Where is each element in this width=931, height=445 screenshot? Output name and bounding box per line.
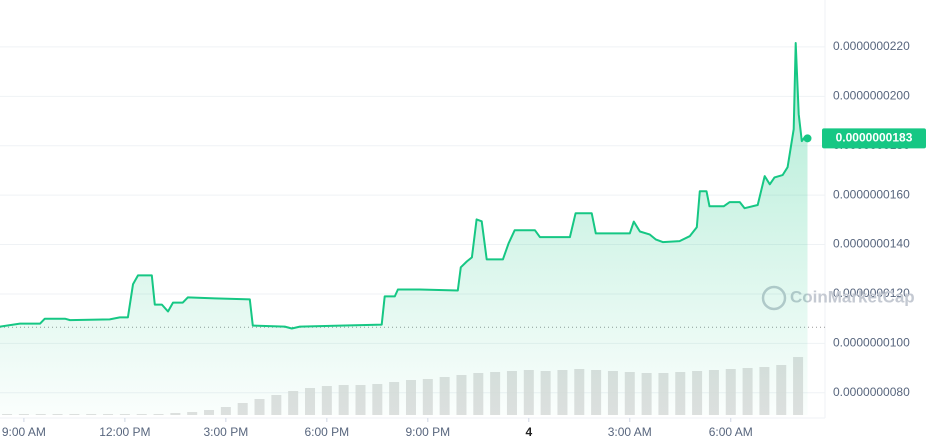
watermark: CoinMarketCap (790, 287, 915, 306)
last-price-badge (822, 128, 926, 149)
last-price-label: 0.0000000183 (836, 131, 913, 145)
x-tick-label: 3:00 PM (204, 425, 249, 439)
x-tick-label: 12:00 PM (99, 425, 150, 439)
x-tick-label: 6:00 PM (304, 425, 349, 439)
y-tick-label: 0.0000000220 (833, 39, 910, 53)
price-line (0, 42, 808, 330)
x-tick-label: 9:00 AM (2, 425, 46, 439)
x-tick-label: 9:00 PM (405, 425, 450, 439)
price-area (0, 43, 808, 415)
y-tick-label: 0.0000000160 (833, 187, 910, 201)
x-tick-label: 3:00 AM (608, 425, 652, 439)
y-tick-label: 0.0000000120 (833, 286, 910, 300)
y-tick-label: 0.0000000100 (833, 336, 910, 350)
y-tick-label: 0.0000000080 (833, 385, 910, 399)
last-price-dot (803, 134, 812, 143)
x-tick-label: 4 (525, 425, 532, 439)
y-tick-label: 0.0000000200 (833, 89, 910, 103)
x-tick-label: 6:00 AM (709, 425, 753, 439)
y-tick-label: 0.0000000140 (833, 237, 910, 251)
